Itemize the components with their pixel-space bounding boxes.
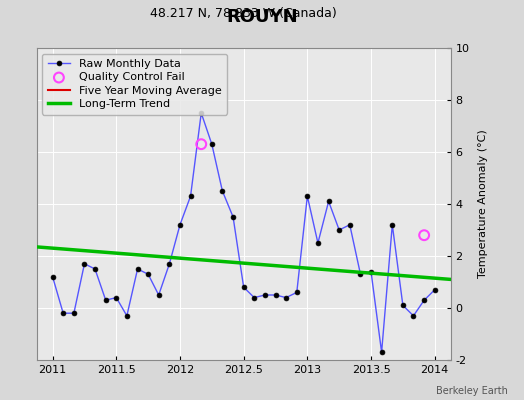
Raw Monthly Data (198, 110, 204, 115)
Raw Monthly Data (283, 295, 289, 300)
Raw Monthly Data (124, 314, 130, 318)
Raw Monthly Data (315, 240, 321, 245)
Raw Monthly Data (410, 314, 417, 318)
Raw Monthly Data (219, 189, 225, 194)
Raw Monthly Data (166, 262, 172, 266)
Raw Monthly Data (71, 311, 77, 316)
Raw Monthly Data (113, 295, 119, 300)
Raw Monthly Data (293, 290, 300, 295)
Line: Raw Monthly Data: Raw Monthly Data (50, 110, 437, 355)
Raw Monthly Data (177, 222, 183, 227)
Quality Control Fail (197, 141, 205, 148)
Raw Monthly Data (421, 298, 427, 302)
Y-axis label: Temperature Anomaly (°C): Temperature Anomaly (°C) (478, 130, 488, 278)
Raw Monthly Data (135, 266, 141, 271)
Raw Monthly Data (378, 350, 385, 354)
Raw Monthly Data (262, 293, 268, 298)
Title: 48.217 N, 78.833 W (Canada): 48.217 N, 78.833 W (Canada) (150, 8, 337, 20)
Raw Monthly Data (346, 222, 353, 227)
Raw Monthly Data (400, 303, 406, 308)
Raw Monthly Data (230, 214, 236, 219)
Raw Monthly Data (304, 194, 311, 198)
Raw Monthly Data (432, 287, 438, 292)
Raw Monthly Data (60, 311, 67, 316)
Raw Monthly Data (209, 142, 215, 147)
Raw Monthly Data (103, 298, 109, 302)
Text: ROUYN: ROUYN (226, 8, 298, 26)
Raw Monthly Data (325, 199, 332, 204)
Text: Berkeley Earth: Berkeley Earth (436, 386, 508, 396)
Raw Monthly Data (241, 285, 247, 290)
Raw Monthly Data (188, 194, 194, 198)
Raw Monthly Data (81, 262, 88, 266)
Raw Monthly Data (272, 293, 279, 298)
Raw Monthly Data (336, 228, 342, 232)
Raw Monthly Data (92, 266, 98, 271)
Raw Monthly Data (156, 293, 162, 298)
Raw Monthly Data (368, 269, 374, 274)
Raw Monthly Data (389, 222, 396, 227)
Raw Monthly Data (251, 295, 257, 300)
Legend: Raw Monthly Data, Quality Control Fail, Five Year Moving Average, Long-Term Tren: Raw Monthly Data, Quality Control Fail, … (42, 54, 227, 115)
Raw Monthly Data (145, 272, 151, 277)
Raw Monthly Data (49, 274, 56, 279)
Raw Monthly Data (357, 272, 364, 277)
Quality Control Fail (420, 232, 428, 238)
